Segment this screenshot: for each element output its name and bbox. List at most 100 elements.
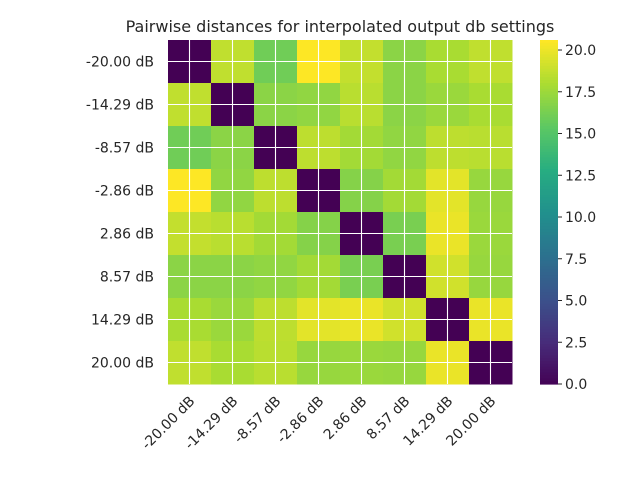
colorbar-segment [540, 249, 558, 253]
colorbar-segment [540, 203, 558, 207]
colorbar-segment [540, 266, 558, 270]
colorbar-segment [540, 137, 558, 141]
colorbar-segment [540, 286, 558, 290]
colorbar-segment [540, 200, 558, 204]
colorbar-segment [540, 148, 558, 153]
colorbar-segment [540, 123, 558, 127]
y-tick-label: -14.29 dB [86, 98, 154, 114]
colorbar-segment [540, 332, 558, 336]
colorbar-segment [540, 57, 558, 61]
colorbar-segment [540, 292, 558, 296]
colorbar-segment [540, 48, 558, 53]
colorbar-segment [540, 352, 558, 356]
colorbar-segment [540, 117, 558, 121]
colorbar-segment [540, 300, 558, 305]
colorbar-segment [540, 85, 558, 90]
x-tick-label: -2.86 dB [274, 394, 327, 447]
colorbar-segment [540, 140, 558, 144]
colorbar-segment [540, 346, 558, 351]
y-tick-label: 8.57 dB [100, 270, 154, 286]
colorbar-segment [540, 298, 558, 302]
colorbar-tick-label: 20.0 [565, 43, 596, 59]
colorbar-segment [540, 220, 558, 225]
y-tick-label: -20.00 dB [86, 55, 154, 71]
colorbar-segment [540, 91, 558, 96]
chart-title: Pairwise distances for interpolated outp… [126, 17, 555, 36]
colorbar-segment [540, 206, 558, 210]
colorbar-tick-label: 15.0 [565, 127, 596, 143]
colorbar-segment [540, 191, 558, 196]
colorbar-segment [540, 341, 558, 345]
colorbar-segment [540, 51, 558, 55]
colorbar-segment [540, 77, 558, 81]
colorbar-segment [540, 234, 558, 239]
colorbar-segment [540, 71, 558, 75]
colorbar-segment [540, 257, 558, 262]
colorbar-segment [540, 277, 558, 282]
colorbar-segment [540, 177, 558, 182]
colorbar-tick-label: 0.0 [565, 377, 587, 393]
colorbar-segment [540, 174, 558, 179]
colorbar-segment [540, 381, 558, 385]
colorbar-segment [540, 60, 558, 64]
colorbar-segment [540, 54, 558, 58]
colorbar-segment [540, 269, 558, 273]
heatmap-gridlines [168, 40, 512, 384]
colorbar-segment [540, 229, 558, 233]
colorbar-segment [540, 212, 558, 216]
colorbar-segment [540, 312, 558, 316]
colorbar-segment [540, 171, 558, 176]
colorbar-segment [540, 246, 558, 250]
colorbar-segment [540, 194, 558, 199]
colorbar-segment [540, 74, 558, 78]
colorbar-segment [540, 375, 558, 379]
colorbar-segment [540, 126, 558, 130]
colorbar-segment [540, 83, 558, 87]
colorbar-segment [540, 65, 558, 70]
colorbar-segment [540, 40, 558, 44]
colorbar-segment [540, 157, 558, 161]
colorbar-tick-label: 10.0 [565, 210, 596, 226]
colorbar-segment [540, 335, 558, 339]
colorbar-segment [540, 105, 558, 110]
colorbar-segment [540, 160, 558, 164]
colorbar-segment [540, 255, 558, 259]
colorbar-segment [540, 88, 558, 93]
y-tick-label: -2.86 dB [95, 184, 154, 200]
colorbar-segment [540, 120, 558, 124]
colorbar-segment [540, 329, 558, 333]
colorbar-segment [540, 45, 558, 50]
y-tick-label: 14.29 dB [91, 313, 154, 329]
colorbar-segment [540, 295, 558, 299]
colorbar-segment [540, 97, 558, 101]
colorbar-segment [540, 114, 558, 118]
colorbar-segment [540, 226, 558, 230]
colorbar-segment [540, 323, 558, 328]
colorbar-tick-label: 12.5 [565, 168, 596, 184]
colorbar-segment [540, 111, 558, 116]
colorbar-segment [540, 223, 558, 227]
colorbar-segment [540, 42, 558, 47]
colorbar-segment [540, 378, 558, 382]
colorbar-segment [540, 128, 558, 133]
colorbar-segment [540, 131, 558, 136]
colorbar-segment [540, 166, 558, 170]
colorbar-tick-label: 5.0 [565, 294, 587, 310]
colorbar-segment [540, 366, 558, 371]
colorbar-segment [540, 361, 558, 365]
colorbar-segment [540, 252, 558, 256]
colorbar-segment [540, 68, 558, 73]
colorbar-segment [540, 320, 558, 325]
colorbar-segment [540, 154, 558, 159]
colorbar-segment [540, 146, 558, 150]
colorbar-segment [540, 272, 558, 276]
colorbar-segment [540, 186, 558, 190]
colorbar-segment [540, 309, 558, 313]
colorbar-segment [540, 180, 558, 184]
colorbar-segment [540, 62, 558, 67]
colorbar-segment [540, 326, 558, 331]
colorbar-segment [540, 303, 558, 308]
colorbar-segment [540, 189, 558, 193]
colorbar: 0.0 2.5 5.0 7.5 10.0 12.5 15.0 17.5 20.0 [540, 40, 596, 393]
